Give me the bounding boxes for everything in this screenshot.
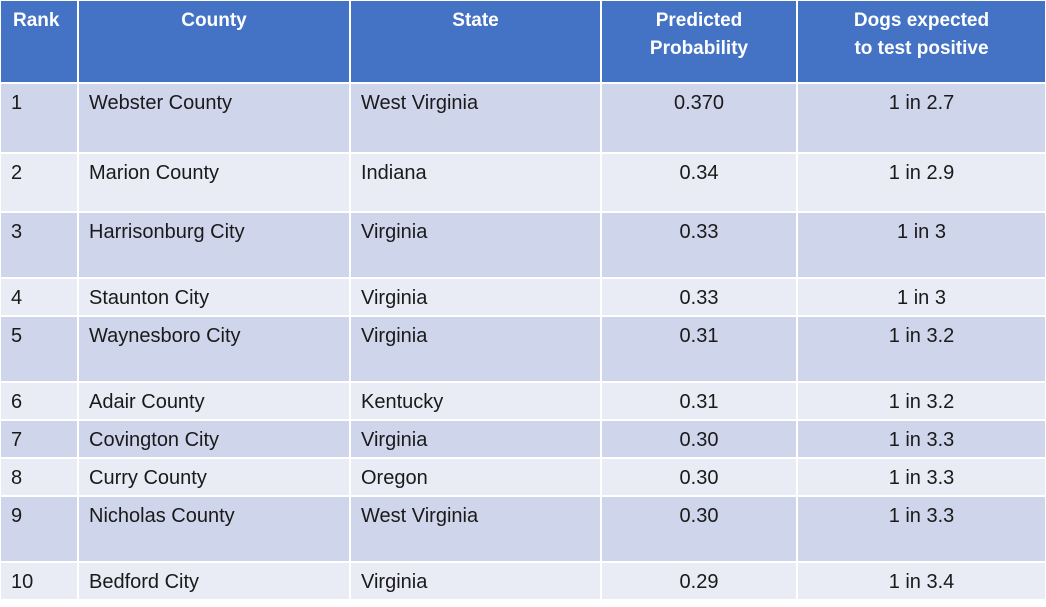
cell-probability: 0.33 bbox=[601, 212, 798, 279]
header-probability-line2: Probability bbox=[649, 38, 749, 59]
cell-state: Virginia bbox=[350, 212, 602, 279]
cell-dogs-expected: 1 in 3.2 bbox=[797, 382, 1045, 421]
table-row: 4 Staunton City Virginia 0.33 1 in 3 bbox=[1, 278, 1045, 317]
cell-rank: 2 bbox=[1, 153, 79, 213]
header-dogs-line1: Dogs expected bbox=[853, 10, 990, 31]
cell-probability: 0.30 bbox=[601, 420, 798, 459]
cell-probability: 0.33 bbox=[601, 278, 798, 317]
cell-probability: 0.30 bbox=[601, 496, 798, 563]
cell-state: Indiana bbox=[350, 153, 602, 213]
table-row: 5 Waynesboro City Virginia 0.31 1 in 3.2 bbox=[1, 316, 1045, 383]
cell-county: Covington City bbox=[78, 420, 351, 459]
cell-rank: 9 bbox=[1, 496, 79, 563]
cell-rank: 1 bbox=[1, 83, 79, 154]
cell-probability: 0.31 bbox=[601, 382, 798, 421]
cell-state: Virginia bbox=[350, 562, 602, 601]
cell-rank: 8 bbox=[1, 458, 79, 497]
cell-state: West Virginia bbox=[350, 496, 602, 563]
cell-county: Curry County bbox=[78, 458, 351, 497]
cell-dogs-expected: 1 in 3.3 bbox=[797, 458, 1045, 497]
header-rank: Rank bbox=[1, 1, 79, 84]
cell-rank: 3 bbox=[1, 212, 79, 279]
table-row: 7 Covington City Virginia 0.30 1 in 3.3 bbox=[1, 420, 1045, 459]
cell-state: Virginia bbox=[350, 278, 602, 317]
cell-dogs-expected: 1 in 3.3 bbox=[797, 496, 1045, 563]
cell-dogs-expected: 1 in 2.9 bbox=[797, 153, 1045, 213]
cell-dogs-expected: 1 in 3.3 bbox=[797, 420, 1045, 459]
table-row: 2 Marion County Indiana 0.34 1 in 2.9 bbox=[1, 153, 1045, 213]
cell-dogs-expected: 1 in 2.7 bbox=[797, 83, 1045, 154]
table-row: 9 Nicholas County West Virginia 0.30 1 i… bbox=[1, 496, 1045, 563]
cell-county: Staunton City bbox=[78, 278, 351, 317]
table-row: 8 Curry County Oregon 0.30 1 in 3.3 bbox=[1, 458, 1045, 497]
table-row: 3 Harrisonburg City Virginia 0.33 1 in 3 bbox=[1, 212, 1045, 279]
table-row: 6 Adair County Kentucky 0.31 1 in 3.2 bbox=[1, 382, 1045, 421]
header-probability-line1: Predicted bbox=[655, 10, 743, 31]
cell-county: Webster County bbox=[78, 83, 351, 154]
cell-county: Harrisonburg City bbox=[78, 212, 351, 279]
header-county: County bbox=[78, 1, 351, 84]
table-row: 1 Webster County West Virginia 0.370 1 i… bbox=[1, 83, 1045, 154]
cell-dogs-expected: 1 in 3.4 bbox=[797, 562, 1045, 601]
cell-state: Oregon bbox=[350, 458, 602, 497]
cell-state: Virginia bbox=[350, 316, 602, 383]
cell-county: Nicholas County bbox=[78, 496, 351, 563]
cell-probability: 0.370 bbox=[601, 83, 798, 154]
cell-probability: 0.29 bbox=[601, 562, 798, 601]
cell-state: Virginia bbox=[350, 420, 602, 459]
table-header-row: Rank County State Predicted Probability … bbox=[1, 1, 1045, 84]
table-row: 10 Bedford City Virginia 0.29 1 in 3.4 bbox=[1, 562, 1045, 601]
cell-rank: 6 bbox=[1, 382, 79, 421]
cell-probability: 0.30 bbox=[601, 458, 798, 497]
header-predicted-probability: Predicted Probability bbox=[601, 1, 798, 84]
cell-county: Bedford City bbox=[78, 562, 351, 601]
cell-rank: 7 bbox=[1, 420, 79, 459]
cell-county: Adair County bbox=[78, 382, 351, 421]
cell-dogs-expected: 1 in 3.2 bbox=[797, 316, 1045, 383]
cell-county: Marion County bbox=[78, 153, 351, 213]
cell-probability: 0.31 bbox=[601, 316, 798, 383]
cell-probability: 0.34 bbox=[601, 153, 798, 213]
cell-dogs-expected: 1 in 3 bbox=[797, 212, 1045, 279]
cell-rank: 5 bbox=[1, 316, 79, 383]
header-state: State bbox=[350, 1, 602, 84]
cell-rank: 10 bbox=[1, 562, 79, 601]
cell-state: West Virginia bbox=[350, 83, 602, 154]
cell-state: Kentucky bbox=[350, 382, 602, 421]
header-dogs-line2: to test positive bbox=[854, 38, 989, 59]
cell-county: Waynesboro City bbox=[78, 316, 351, 383]
header-dogs-expected: Dogs expected to test positive bbox=[797, 1, 1045, 84]
cell-rank: 4 bbox=[1, 278, 79, 317]
cell-dogs-expected: 1 in 3 bbox=[797, 278, 1045, 317]
